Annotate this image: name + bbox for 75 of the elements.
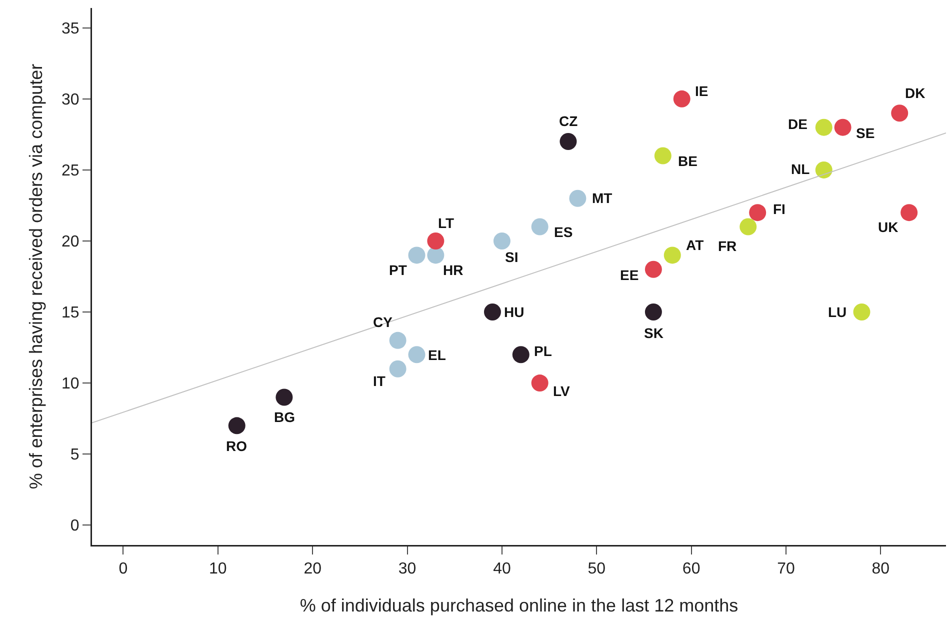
annotation: ES <box>554 224 573 240</box>
annotation: PL <box>534 343 552 359</box>
annotation: PT <box>389 262 408 278</box>
x-tick-label: 50 <box>588 560 606 578</box>
annotation: CZ <box>559 113 578 129</box>
point <box>569 190 586 207</box>
point <box>834 118 852 136</box>
x-tick-label: 40 <box>493 560 511 578</box>
point <box>484 304 501 321</box>
point <box>531 374 548 392</box>
x-tick-label: 80 <box>872 560 890 578</box>
x-tick-label: 0 <box>118 560 128 578</box>
x-tick-label: 60 <box>682 560 700 578</box>
annotation: HU <box>504 304 524 320</box>
annotation: UK <box>878 219 898 235</box>
annotation: IT <box>373 373 386 389</box>
y-tick-label: 10 <box>62 376 80 393</box>
y-tick-label: 15 <box>62 304 80 322</box>
point <box>427 246 444 264</box>
point <box>815 118 832 136</box>
point <box>644 260 662 278</box>
point <box>815 161 832 178</box>
y-tick-label: 35 <box>62 20 80 38</box>
point <box>408 346 426 364</box>
x-tick-label: 30 <box>398 560 416 578</box>
annotation: HR <box>443 262 464 278</box>
x-tick-label: 70 <box>777 560 795 578</box>
point <box>427 232 444 250</box>
y-tick-label: 30 <box>62 92 80 109</box>
annotation: FR <box>718 238 737 254</box>
annotation: AT <box>686 237 704 253</box>
point <box>228 417 246 434</box>
annotation: DK <box>905 85 926 101</box>
x-tick-label: 20 <box>304 560 322 578</box>
point <box>664 246 681 264</box>
y-tick-label: 0 <box>70 518 80 535</box>
point <box>531 218 548 236</box>
y-tick-label: 5 <box>70 446 80 464</box>
annotation: LT <box>438 215 455 231</box>
annotation: BG <box>274 409 296 425</box>
annotation: NL <box>791 161 810 177</box>
annotation: CY <box>373 314 394 330</box>
point <box>740 218 757 236</box>
x-axis-title: % of individuals purchased online in the last 12 months <box>300 596 738 616</box>
annotation: LU <box>828 304 847 320</box>
point <box>276 388 293 406</box>
annotation: IE <box>695 83 708 99</box>
annotation: LV <box>553 383 571 399</box>
annotation: BE <box>678 153 698 169</box>
point <box>560 133 577 150</box>
point <box>493 232 510 250</box>
point <box>512 346 530 364</box>
point <box>749 204 766 222</box>
point <box>654 147 672 164</box>
point <box>853 304 870 321</box>
point <box>900 204 918 222</box>
annotation: SE <box>856 125 875 141</box>
y-axis-title: % of enterprises having received orders via computer <box>26 64 46 490</box>
point <box>389 360 406 378</box>
annotation: EL <box>428 347 446 363</box>
point <box>389 332 406 349</box>
point <box>673 90 690 108</box>
annotation: FI <box>773 201 786 217</box>
point <box>408 246 426 264</box>
x-tick-label: 10 <box>209 560 227 578</box>
annotation: DE <box>788 116 808 132</box>
annotation: RO <box>226 438 248 454</box>
point <box>891 104 908 122</box>
annotation: EE <box>620 267 639 283</box>
point <box>644 304 662 321</box>
y-tick-label: 25 <box>62 162 80 180</box>
annotation: MT <box>592 190 613 206</box>
y-tick-label: 20 <box>62 234 80 251</box>
annotation: SI <box>505 249 518 265</box>
annotation: SK <box>644 325 664 341</box>
